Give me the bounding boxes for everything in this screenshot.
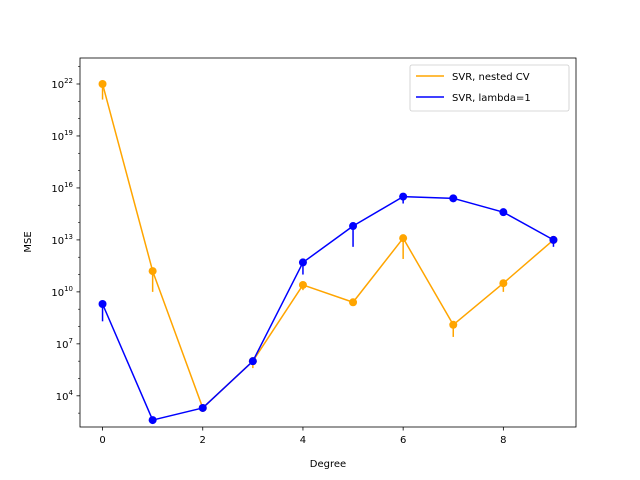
x-tick-label: 2 xyxy=(200,435,206,446)
data-point xyxy=(399,234,408,243)
data-point xyxy=(148,416,157,425)
y-axis: 104 107 1010 1013 1016 1019 1022 xyxy=(51,66,80,414)
data-point xyxy=(499,279,508,288)
plot-frame xyxy=(79,57,577,428)
legend-label-lambda: SVR, lambda=1 xyxy=(452,93,531,104)
legend-label-nested-cv: SVR, nested CV xyxy=(452,72,530,83)
series-0 xyxy=(98,79,558,412)
y-tick-label: 107 xyxy=(56,337,73,351)
series-line xyxy=(101,195,554,421)
y-tick-label: 1013 xyxy=(51,233,73,247)
y-tick-label: 1016 xyxy=(51,181,73,195)
x-tick-label: 4 xyxy=(300,435,306,446)
data-point xyxy=(449,320,458,329)
data-point xyxy=(298,258,307,267)
y-axis-label: MSE xyxy=(23,231,34,252)
data-point xyxy=(399,192,408,201)
y-tick-label: 1019 xyxy=(51,129,73,143)
data-point xyxy=(499,208,508,217)
data-point xyxy=(298,280,307,289)
series-line xyxy=(101,83,554,409)
legend-box xyxy=(409,64,570,112)
x-tick-label: 0 xyxy=(99,435,105,446)
data-point xyxy=(98,300,107,308)
legend: SVR, nested CV SVR, lambda=1 xyxy=(409,64,570,112)
x-axis-label: Degree xyxy=(310,459,346,470)
data-point xyxy=(549,235,558,244)
data-point xyxy=(349,222,358,231)
x-axis: 0 2 4 6 8 xyxy=(99,427,507,446)
y-tick-label: 104 xyxy=(56,389,74,403)
series-layer xyxy=(98,79,558,425)
data-point xyxy=(449,194,458,203)
x-tick-label: 6 xyxy=(400,435,406,446)
y-tick-label: 1022 xyxy=(51,77,73,91)
y-tick-label: 1010 xyxy=(51,285,73,299)
data-point xyxy=(248,357,257,366)
series-1 xyxy=(98,192,558,425)
data-point xyxy=(349,298,358,307)
data-point xyxy=(98,79,107,88)
data-point xyxy=(148,267,157,276)
data-point xyxy=(198,403,207,412)
x-tick-label: 8 xyxy=(500,435,506,446)
